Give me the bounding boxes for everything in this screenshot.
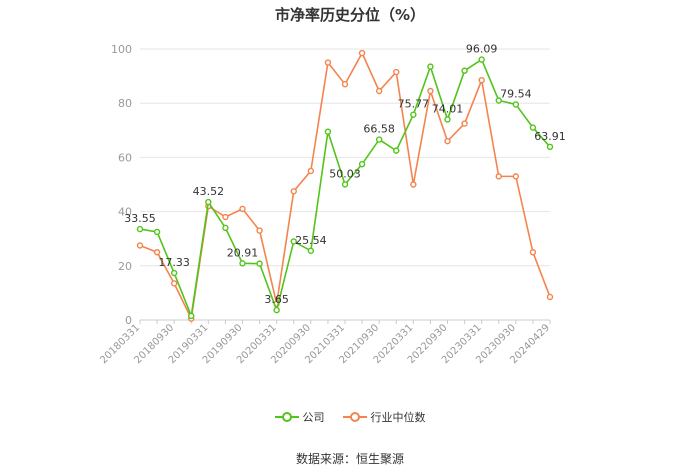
data-point-1	[290, 188, 297, 195]
data-point-1	[136, 242, 144, 249]
data-point-1	[461, 120, 468, 127]
data-label: 66.58	[363, 123, 395, 136]
legend-item-company[interactable]: 公司	[274, 409, 325, 425]
data-point-1	[358, 49, 366, 57]
data-point-1	[512, 173, 520, 180]
data-label: 3.65	[264, 293, 289, 306]
data-point-1	[324, 59, 332, 66]
data-label: 43.52	[193, 185, 225, 198]
data-point-0	[444, 116, 451, 123]
data-label: 79.54	[500, 87, 532, 100]
data-point-0	[410, 111, 417, 118]
data-point-0	[529, 124, 537, 131]
y-tick-label: 0	[125, 314, 132, 327]
series-layer	[136, 49, 554, 322]
data-point-1	[239, 205, 246, 213]
data-point-1	[307, 167, 315, 175]
data-point-1	[375, 87, 383, 95]
data-point-0	[136, 225, 144, 233]
data-point-0	[188, 312, 195, 320]
data-point-1	[529, 249, 537, 256]
data-point-0	[461, 67, 468, 74]
data-point-0	[239, 260, 246, 267]
legend-company-swatch	[274, 412, 299, 422]
data-point-1	[410, 181, 417, 188]
data-source: 数据来源：恒生聚源	[295, 452, 404, 466]
data-point-0	[341, 181, 349, 188]
data-label: 33.55	[124, 212, 156, 225]
y-tick-label: 80	[118, 97, 132, 110]
data-point-1	[153, 249, 161, 256]
data-point-0	[170, 269, 178, 277]
legend-industry-label: 行业中位数	[370, 411, 426, 424]
data-point-1	[393, 68, 400, 76]
data-point-0	[512, 101, 520, 108]
data-point-0	[393, 147, 400, 154]
data-label: 17.33	[158, 256, 190, 269]
y-tick-label: 20	[118, 260, 132, 273]
data-point-1	[478, 76, 485, 84]
data-point-0	[495, 97, 502, 104]
chart-title: 市净率历史分位（%）	[274, 6, 426, 24]
data-point-0	[546, 143, 554, 151]
data-point-0	[273, 306, 280, 314]
data-label: 75.77	[398, 98, 430, 111]
data-point-0	[375, 136, 383, 143]
data-label: 50.03	[329, 167, 361, 180]
data-point-0	[205, 198, 212, 206]
y-tick-label: 60	[118, 151, 132, 164]
data-point-1	[222, 213, 229, 221]
data-point-0	[222, 224, 229, 232]
data-point-1	[444, 137, 451, 145]
data-point-0	[427, 63, 434, 70]
data-point-1	[427, 87, 434, 95]
data-label: 74.01	[432, 102, 464, 115]
legend: 公司 行业中位数	[0, 409, 700, 425]
legend-item-industry[interactable]: 行业中位数	[342, 409, 426, 425]
data-label: 63.91	[534, 130, 566, 143]
data-point-0	[324, 128, 332, 135]
data-label: 96.09	[466, 43, 498, 56]
data-point-1	[341, 81, 349, 88]
data-point-0	[153, 228, 161, 236]
data-label: 20.91	[227, 246, 259, 259]
data-point-1	[546, 293, 554, 301]
data-point-0	[358, 160, 366, 168]
y-tick-label: 100	[111, 43, 132, 56]
legend-industry-swatch	[342, 412, 367, 422]
data-point-0	[307, 247, 315, 254]
data-point-0	[256, 260, 263, 267]
data-label: 25.54	[295, 234, 327, 247]
data-point-0	[290, 238, 297, 245]
data-point-1	[256, 227, 263, 234]
legend-company-label: 公司	[302, 411, 325, 424]
data-label-layer: 33.5517.3343.5220.913.6525.5450.0366.587…	[124, 43, 566, 307]
data-point-0	[478, 56, 485, 63]
y-tick-label: 40	[118, 206, 132, 219]
data-point-1	[495, 173, 502, 180]
data-point-1	[170, 280, 178, 287]
